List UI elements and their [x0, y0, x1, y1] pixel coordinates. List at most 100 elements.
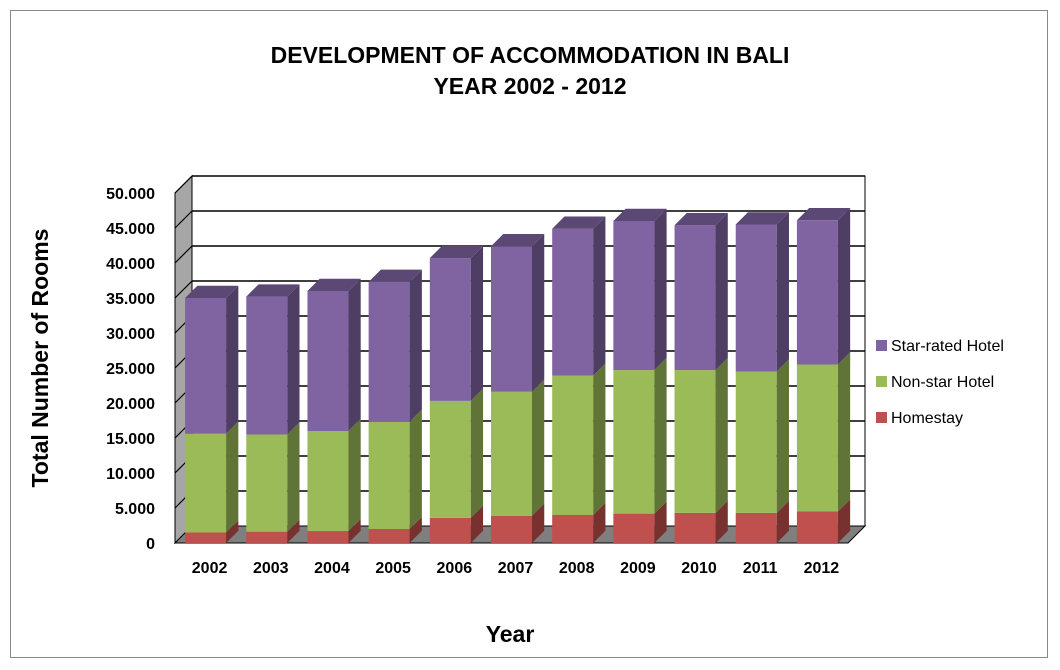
bar-star-rated-hotel-front — [735, 224, 777, 372]
bar-top — [674, 212, 728, 226]
bar-homestay-front — [429, 517, 471, 543]
bar-star-rated-hotel-front — [491, 246, 532, 392]
x-tick-label: 2003 — [253, 560, 289, 577]
bar-non-star-hotel-side — [409, 409, 422, 529]
bar-homestay-side — [532, 503, 545, 543]
bar-star-rated-hotel-side — [715, 212, 728, 371]
bar-homestay-front — [185, 532, 227, 543]
bar-star-rated-hotel-front — [552, 228, 594, 376]
bar-star-rated-hotel-side — [226, 285, 239, 434]
bar-top — [246, 284, 300, 297]
y-tick-label: 0 — [146, 536, 155, 553]
x-tick-label: 2010 — [681, 560, 717, 577]
bar-non-star-hotel-front — [307, 431, 349, 532]
bar-stack — [185, 285, 239, 543]
legend-swatch — [876, 376, 887, 387]
gridline-side — [174, 210, 193, 229]
y-tick-label: 15.000 — [106, 431, 155, 448]
x-tick-label: 2011 — [743, 560, 778, 577]
bar-top — [552, 216, 606, 229]
bar-non-star-hotel-front — [368, 421, 410, 529]
y-tick-label: 20.000 — [106, 396, 155, 413]
bar-top — [429, 245, 484, 259]
gridline-side — [174, 245, 193, 264]
legend-swatch — [876, 340, 887, 351]
gridline-side — [174, 175, 193, 194]
x-tick-label: 2004 — [314, 560, 350, 577]
bar-star-rated-hotel-front — [368, 281, 410, 422]
bar-star-rated-hotel-side — [287, 284, 300, 435]
bar-top — [613, 208, 667, 221]
y-tick-label: 45.000 — [106, 221, 155, 238]
bar-stack — [552, 216, 606, 543]
legend: Star-rated Hotel Non-star Hotel Homestay — [876, 338, 1004, 427]
y-tick-label: 25.000 — [106, 361, 155, 378]
bar-homestay-side — [409, 516, 422, 543]
bar-star-rated-hotel-side — [470, 245, 484, 401]
legend-swatch — [876, 412, 887, 423]
bar-top — [368, 269, 422, 282]
bar-star-rated-hotel-side — [532, 233, 545, 392]
x-tick-label: 2009 — [620, 560, 656, 577]
bar-top — [307, 278, 361, 291]
bar-star-rated-hotel-front — [796, 220, 838, 365]
bar-non-star-hotel-front — [246, 434, 288, 532]
bar-non-star-hotel-front — [735, 371, 777, 513]
bar-non-star-hotel-front — [674, 370, 716, 513]
bar-stack — [246, 284, 300, 543]
x-tick-label: 2005 — [375, 560, 411, 577]
bar-stack — [368, 269, 422, 543]
y-tick-labels: 0 5.000 10.000 15.000 20.000 25.000 30.000 35.0… — [106, 186, 155, 553]
gridline-side — [174, 280, 193, 299]
bar-non-star-hotel-side — [715, 357, 728, 513]
bar-stack — [735, 212, 789, 543]
bar-homestay-front — [613, 513, 655, 543]
x-tick-label: 2007 — [498, 560, 534, 577]
bar-star-rated-hotel-side — [776, 212, 789, 372]
bar-non-star-hotel-front — [552, 375, 594, 515]
bar-homestay-front — [307, 531, 349, 543]
bar-non-star-hotel-front — [429, 400, 471, 518]
y-tick-label: 10.000 — [106, 466, 155, 483]
legend-label: Non-star Hotel — [891, 374, 994, 391]
bar-homestay-side — [776, 500, 789, 543]
bar-top — [796, 208, 851, 221]
bar-non-star-hotel-side — [226, 421, 239, 533]
bar-top — [491, 233, 545, 247]
x-tick-label: 2006 — [437, 560, 473, 577]
chart-title-line1: DEVELOPMENT OF ACCOMMODATION IN BALI — [271, 42, 790, 68]
x-axis-label: Year — [486, 621, 535, 647]
bars-group — [185, 208, 851, 543]
y-tick-label: 30.000 — [106, 326, 155, 343]
bar-top — [185, 285, 239, 298]
x-tick-label: 2002 — [192, 560, 228, 577]
bar-stack — [429, 245, 484, 543]
bar-star-rated-hotel-side — [348, 278, 361, 431]
bar-star-rated-hotel-front — [185, 298, 227, 434]
bar-non-star-hotel-side — [593, 363, 606, 515]
bar-homestay-front — [491, 515, 532, 543]
bar-non-star-hotel-side — [470, 388, 484, 518]
bar-star-rated-hotel-side — [409, 269, 422, 422]
legend-label: Homestay — [891, 410, 963, 427]
bar-stack — [491, 233, 545, 543]
bar-homestay-side — [226, 520, 239, 543]
bar-star-rated-hotel-front — [307, 291, 349, 431]
bar-homestay-front — [735, 512, 777, 543]
bar-star-rated-hotel-front — [246, 296, 288, 435]
chart-title-line2: YEAR 2002 - 2012 — [433, 73, 626, 99]
bar-homestay-side — [593, 502, 606, 543]
y-tick-label: 5.000 — [115, 501, 155, 518]
x-tick-label: 2012 — [804, 560, 840, 577]
y-tick-label: 50.000 — [106, 186, 155, 203]
x-tick-labels: 2002 2003 2004 2005 2006 2007 2008 2009 2010 2011… — [192, 560, 840, 577]
bar-stack — [613, 208, 667, 543]
y-tick-label: 35.000 — [106, 291, 155, 308]
bar-homestay-side — [654, 501, 667, 543]
bar-non-star-hotel-front — [491, 391, 532, 516]
bar-non-star-hotel-side — [532, 379, 545, 516]
bar-homestay-side — [715, 500, 728, 543]
bar-stack — [307, 278, 361, 543]
bar-homestay-front — [552, 515, 594, 543]
